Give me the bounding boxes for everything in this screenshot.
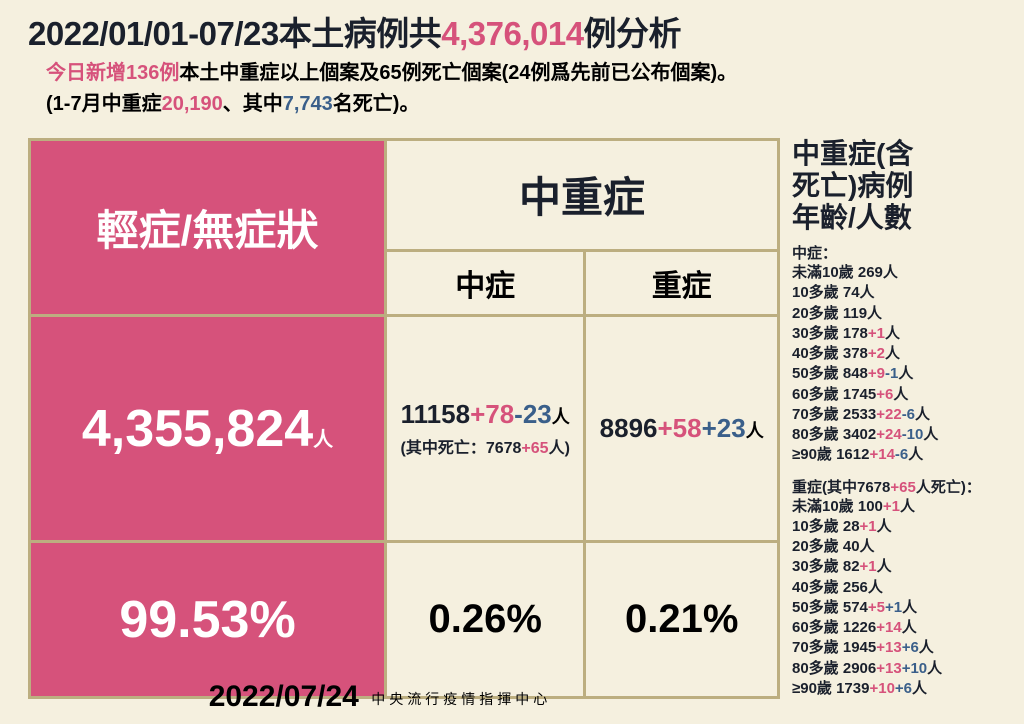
title-count: 4,376,014 xyxy=(441,15,583,52)
age-row: 60多歲 1226+14人 xyxy=(792,618,1006,638)
mod-plus: +78 xyxy=(470,399,514,429)
age-row: 40多歲 256人 xyxy=(792,578,1006,598)
age-row: ≥90歲 1612+14-6人 xyxy=(792,445,1006,465)
crit-hd-suf: 人死亡)： xyxy=(916,479,981,496)
title-suffix: 例分析 xyxy=(584,15,682,52)
moderate-count-cell: 11158+78-23人 (其中死亡：7678+65人) xyxy=(386,316,585,542)
crit-section-header: 重症(其中7678+65人死亡)： xyxy=(792,476,1006,497)
crit-plus: +58 xyxy=(658,413,702,443)
side-title-l1: 中重症(含 xyxy=(792,138,913,169)
note-suf: 人) xyxy=(549,440,570,457)
age-row: 30多歲 178+1人 xyxy=(792,324,1006,344)
main-title: 2022/01/01-07/23本土病例共4,376,014例分析 xyxy=(28,14,1006,54)
critical-count-cell: 8896+58+23人 xyxy=(585,316,779,542)
crit-age-list: 未滿10歲 100+1人10多歲 28+1人20多歲 40人30多歲 82+1人… xyxy=(792,497,1006,700)
age-row: 80多歲 2906+13+10人 xyxy=(792,659,1006,679)
crit-hd-base: 7678 xyxy=(857,479,890,496)
sub2-t3: 名死亡)。 xyxy=(333,93,420,115)
age-row: ≥90歲 1739+10+6人 xyxy=(792,679,1006,699)
age-row: 50多歲 848+9-1人 xyxy=(792,364,1006,384)
age-row: 20多歲 119人 xyxy=(792,304,1006,324)
mod-minus: -23 xyxy=(514,399,552,429)
age-row: 70多歲 2533+22-6人 xyxy=(792,405,1006,425)
crit-hd-pre: 重症(其中 xyxy=(792,479,857,496)
age-row: 80多歲 3402+24-10人 xyxy=(792,425,1006,445)
age-row: 60多歲 1745+6人 xyxy=(792,385,1006,405)
footer-date: 2022/07/24 xyxy=(209,680,359,714)
crit-plus2: +23 xyxy=(702,413,746,443)
title-prefix: 2022/01/01-07/23本土病例共 xyxy=(28,15,441,52)
sub2-n1: 20,190 xyxy=(162,93,223,115)
sub2-t2: 、其中 xyxy=(223,93,283,115)
subtitle-line2: (1-7月中重症20,190、其中7,743名死亡)。 xyxy=(28,87,1006,116)
mod-unit: 人 xyxy=(552,407,570,427)
main-content: 輕症/無症狀 中重症 中症 重症 4,355,824人 11158+78-23人… xyxy=(28,138,1006,700)
age-row: 未滿10歲 100+1人 xyxy=(792,497,1006,517)
mild-count: 4,355,824 xyxy=(82,400,313,458)
subheader-moderate: 中症 xyxy=(386,251,585,316)
age-row: 30多歲 82+1人 xyxy=(792,557,1006,577)
footer-source: 中央流行疫情指揮中心 xyxy=(371,689,551,709)
mod-age-list: 未滿10歲 269人10多歲 74人20多歲 119人30多歲 178+1人40… xyxy=(792,263,1006,466)
sub2-t1: (1-7月中重症 xyxy=(46,93,162,115)
header-severe: 中重症 xyxy=(386,139,779,251)
age-row: 10多歲 74人 xyxy=(792,283,1006,303)
sub1-rest: 本土中重症以上個案及65例死亡個案(24例爲先前已公布個案)。 xyxy=(179,62,737,84)
age-row: 50多歲 574+5+1人 xyxy=(792,598,1006,618)
crit-pct: 0.21% xyxy=(585,542,779,698)
note-plus: +65 xyxy=(521,440,548,457)
mod-base: 11158 xyxy=(401,399,470,429)
age-row: 70多歲 1945+13+6人 xyxy=(792,638,1006,658)
subtitle-line1: 今日新增136例本土中重症以上個案及65例死亡個案(24例爲先前已公布個案)。 xyxy=(28,60,1006,87)
footer: 2022/07/24 中央流行疫情指揮中心 xyxy=(0,680,760,714)
note-pre: (其中死亡： xyxy=(400,440,485,457)
side-title: 中重症(含 死亡)病例 年齡/人數 xyxy=(792,138,1006,235)
mild-count-cell: 4,355,824人 xyxy=(30,316,386,542)
sub1-accent: 今日新增136例 xyxy=(46,62,179,84)
side-title-l2: 死亡)病例 xyxy=(792,170,913,201)
page-root: 2022/01/01-07/23本土病例共4,376,014例分析 今日新增13… xyxy=(0,0,1024,699)
crit-unit: 人 xyxy=(746,421,764,441)
mild-pct: 99.53% xyxy=(30,542,386,698)
severity-table: 輕症/無症狀 中重症 中症 重症 4,355,824人 11158+78-23人… xyxy=(28,138,780,700)
age-row: 40多歲 378+2人 xyxy=(792,344,1006,364)
sub2-n2: 7,743 xyxy=(283,93,333,115)
crit-base: 8896 xyxy=(600,413,658,443)
header-mild: 輕症/無症狀 xyxy=(30,139,386,316)
subheader-critical: 重症 xyxy=(585,251,779,316)
mod-section-header: 中症： xyxy=(792,242,1006,263)
crit-death-note: (其中死亡：7678+65人) xyxy=(393,434,577,458)
mod-pct: 0.26% xyxy=(386,542,585,698)
mild-unit: 人 xyxy=(313,429,333,451)
age-breakdown-panel: 中重症(含 死亡)病例 年齡/人數 中症： 未滿10歲 269人10多歲 74人… xyxy=(788,138,1006,700)
age-row: 10多歲 28+1人 xyxy=(792,517,1006,537)
side-title-l3: 年齡/人數 xyxy=(792,202,912,233)
age-row: 20多歲 40人 xyxy=(792,537,1006,557)
crit-hd-plus: +65 xyxy=(890,479,915,496)
note-base: 7678 xyxy=(486,440,522,457)
age-row: 未滿10歲 269人 xyxy=(792,263,1006,283)
